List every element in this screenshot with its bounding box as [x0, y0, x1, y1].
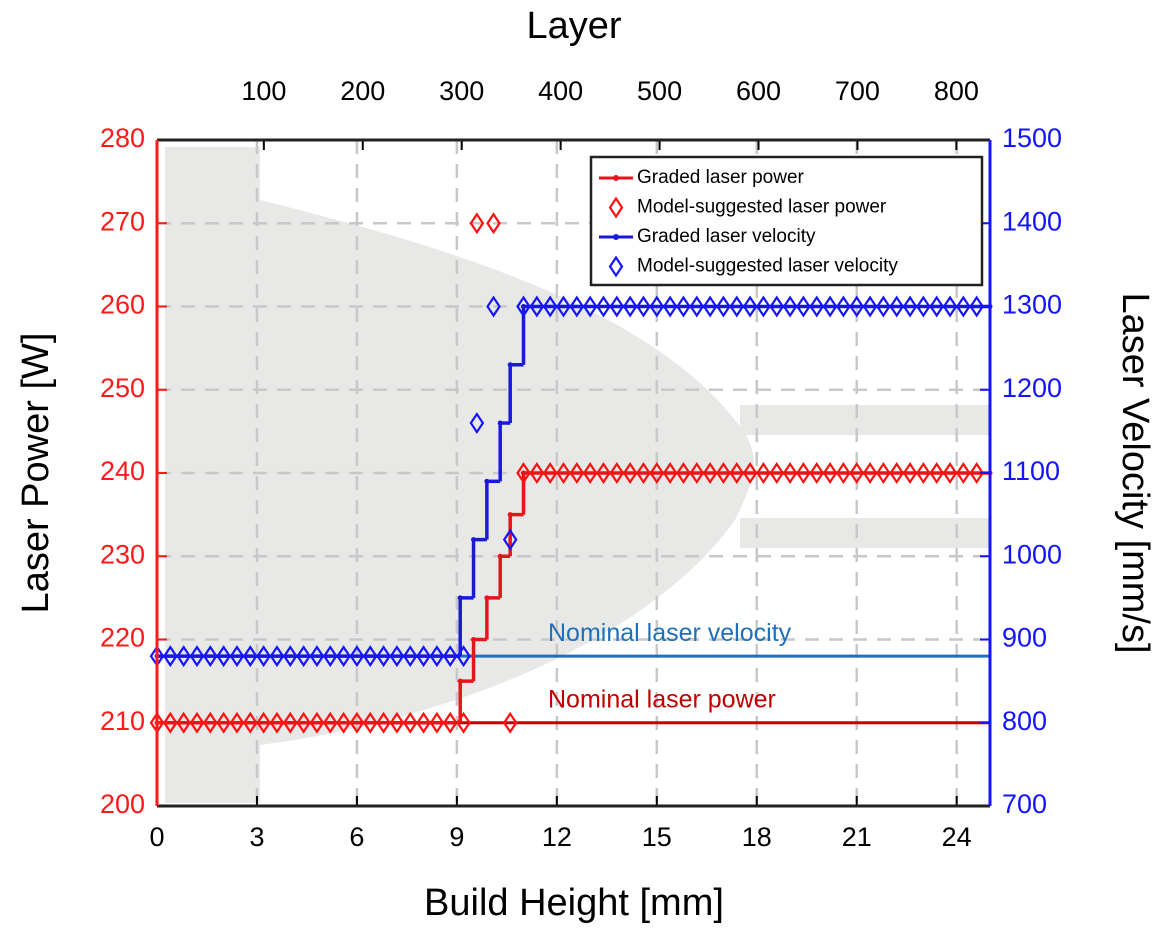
y2-axis-title: Laser Velocity [mm/s] [1114, 292, 1156, 653]
y-tick-label: 230 [100, 539, 145, 569]
y-tick-label: 240 [100, 456, 145, 486]
x-tick-label: 9 [449, 822, 464, 852]
x-tick-label: 24 [942, 822, 972, 852]
x2-tick-label: 600 [736, 76, 781, 106]
x-tick-label: 12 [542, 822, 572, 852]
point [508, 512, 513, 517]
legend-label: Graded laser power [637, 167, 805, 188]
x-tick-label: 6 [349, 822, 364, 852]
y2-tick-label: 900 [1002, 623, 1047, 653]
x-tick-label: 15 [642, 822, 672, 852]
y2-tick-label: 1300 [1002, 290, 1062, 320]
point [458, 679, 463, 684]
x2-axis-title: Layer [526, 5, 621, 47]
part-arm [740, 405, 990, 435]
part-arm [740, 518, 990, 548]
point [521, 471, 526, 476]
legend: Graded laser power Model-suggested laser … [591, 157, 982, 285]
x-tick-label: 0 [149, 822, 164, 852]
legend-label: Graded laser velocity [637, 226, 816, 247]
y-tick-label: 250 [100, 373, 145, 403]
point [498, 421, 503, 426]
y2-tick-label: 1100 [1002, 456, 1060, 486]
y-tick-label: 200 [100, 789, 145, 819]
y2-tick-label: 700 [1002, 789, 1047, 819]
part-base [165, 147, 260, 803]
y-tick-label: 260 [100, 290, 145, 320]
point [484, 479, 489, 484]
y2-tick-label: 1400 [1002, 206, 1062, 236]
chart: Nominal laser velocity Nominal laser powe… [0, 0, 1163, 928]
x2-tick-label: 500 [637, 76, 682, 106]
x2-tick-label: 700 [835, 76, 880, 106]
y-tick-label: 210 [100, 706, 145, 736]
x-tick-label: 21 [842, 822, 872, 852]
point [471, 537, 476, 542]
y-axis-title: Laser Power [W] [15, 333, 57, 614]
point [498, 554, 503, 559]
point [508, 362, 513, 367]
legend-dot [613, 175, 619, 181]
x2-tick-label: 100 [241, 76, 286, 106]
y-tick-label: 270 [100, 206, 145, 236]
point [521, 304, 526, 309]
x2-tick-label: 200 [340, 76, 385, 106]
y2-tick-label: 800 [1002, 706, 1047, 736]
legend-label: Model-suggested laser velocity [637, 256, 898, 277]
x2-tick-label: 800 [934, 76, 979, 106]
point [484, 595, 489, 600]
y-tick-label: 280 [100, 123, 145, 153]
x-tick-label: 18 [742, 822, 772, 852]
x-axis-title: Build Height [mm] [424, 882, 724, 924]
y2-tick-label: 1000 [1002, 539, 1062, 569]
x-tick-label: 3 [249, 822, 264, 852]
reference-label: Nominal laser power [548, 685, 776, 713]
legend-label: Model-suggested laser power [637, 197, 887, 218]
page: {"chart_data": { "type": "line", "x_titl… [0, 0, 1163, 933]
x2-tick-label: 400 [538, 76, 583, 106]
point [471, 637, 476, 642]
x2-tick-label: 300 [439, 76, 484, 106]
legend-dot [613, 234, 619, 240]
reference-label: Nominal laser velocity [548, 619, 792, 647]
y-tick-label: 220 [100, 623, 145, 653]
point [458, 595, 463, 600]
y2-tick-label: 1200 [1002, 373, 1062, 403]
y2-tick-label: 1500 [1002, 123, 1062, 153]
